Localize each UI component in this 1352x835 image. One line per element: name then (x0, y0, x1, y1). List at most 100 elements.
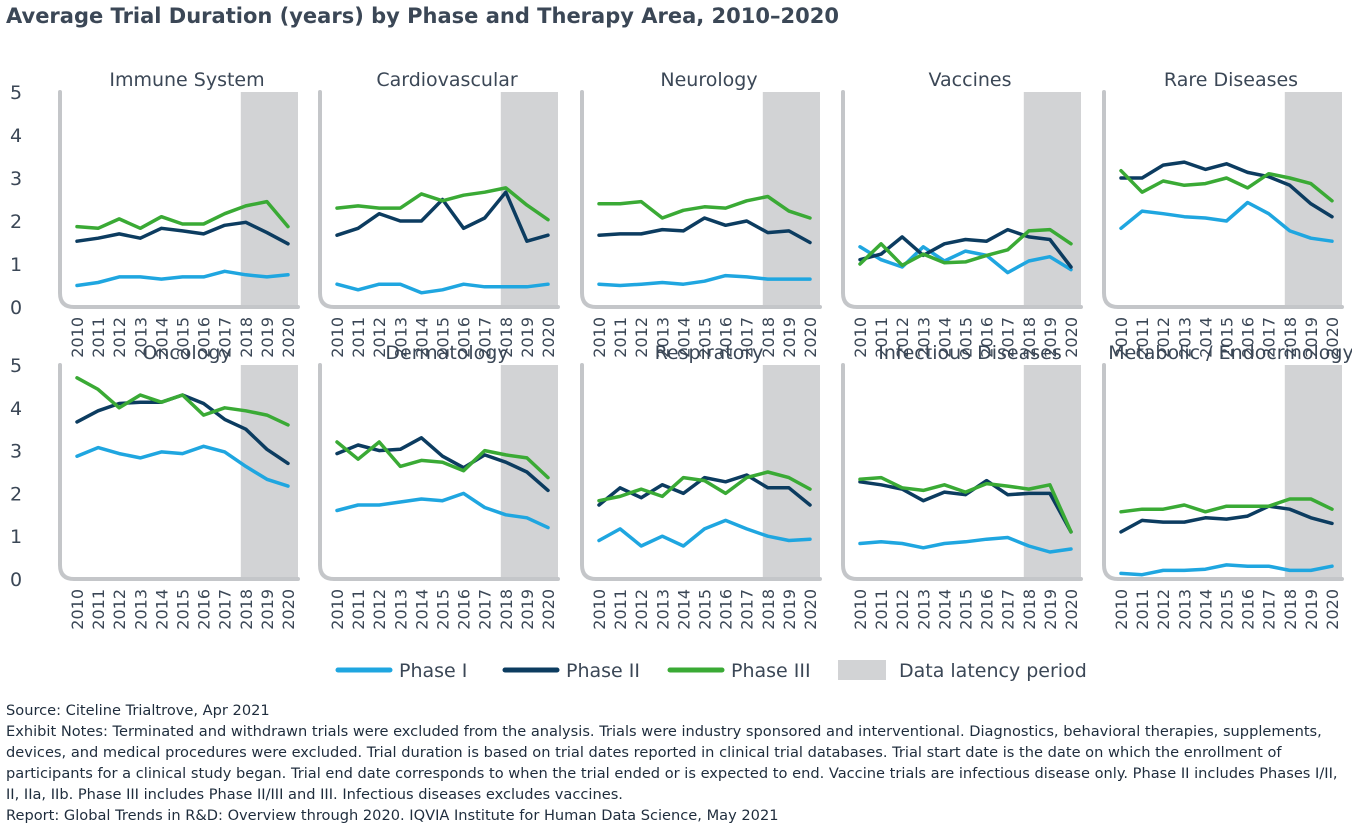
x-tick-label: 2020 (539, 589, 558, 630)
x-tick-label: 2013 (914, 317, 933, 358)
series-line-phase-iii (1119, 497, 1334, 514)
x-tick-label: 2011 (89, 317, 108, 358)
x-tick-label: 2017 (738, 589, 757, 630)
panel-axis (1102, 363, 1344, 581)
series-line-phase-i (858, 245, 1073, 275)
y-tick-label: 0 (10, 297, 22, 319)
x-tick-label: 2015 (1218, 317, 1237, 358)
panel-axis (580, 363, 822, 581)
x-tick-label: 2020 (539, 317, 558, 358)
x-tick-label: 2012 (632, 589, 651, 630)
x-tick-label: 2019 (780, 589, 799, 630)
legend-label: Phase II (566, 660, 640, 682)
panel-axis (580, 90, 822, 309)
series-line-phase-ii (858, 227, 1073, 269)
series-line-phase-i (597, 518, 812, 548)
y-tick-label: 5 (10, 82, 22, 104)
x-tick-label: 2015 (434, 589, 453, 630)
legend-label: Data latency period (899, 660, 1087, 682)
x-tick-label: 2019 (1302, 589, 1321, 630)
y-tick-label: 4 (10, 125, 22, 147)
x-tick-label: 2012 (893, 317, 912, 358)
series-line-phase-iii (335, 440, 550, 480)
x-tick-label: 2013 (131, 317, 150, 358)
series-line-phase-i (335, 491, 550, 530)
x-tick-label: 2018 (497, 317, 516, 358)
panel-title: Cardiovascular (376, 69, 518, 91)
x-tick-label: 2018 (1281, 589, 1300, 630)
x-tick-label: 2020 (1062, 589, 1081, 630)
latency-band (1023, 365, 1081, 579)
x-tick-label: 2015 (957, 317, 976, 358)
x-tick-label: 2017 (216, 589, 235, 630)
series-line-phase-iii (597, 194, 812, 220)
x-tick-label: 2014 (935, 589, 954, 630)
x-tick-label: 2017 (216, 317, 235, 358)
x-tick-label: 2016 (455, 589, 474, 630)
panel-title: Oncology (142, 342, 231, 364)
panel-axis (318, 90, 560, 309)
x-tick-label: 2018 (497, 589, 516, 630)
x-tick-label: 2016 (195, 317, 214, 358)
series-line-phase-i (1119, 200, 1334, 243)
panel-vaccines: Vaccines 2010 2011 2012 2013 2014 2015 2016 2017… (841, 69, 1083, 358)
x-tick-label: 2018 (759, 317, 778, 358)
series-line-phase-ii (858, 478, 1073, 534)
x-tick-label: 2014 (674, 317, 693, 358)
x-tick-label: 2010 (328, 317, 347, 358)
x-tick-label: 2019 (780, 317, 799, 358)
panel-axis (1102, 90, 1344, 309)
x-tick-label: 2012 (110, 589, 129, 630)
series-line-phase-i (75, 444, 290, 488)
x-tick-label: 2016 (195, 589, 214, 630)
x-tick-label: 2013 (131, 589, 150, 630)
series-line-phase-ii (597, 473, 812, 507)
x-tick-label: 2018 (759, 589, 778, 630)
x-tick-label: 2012 (893, 589, 912, 630)
x-tick-label: 2016 (978, 589, 997, 630)
x-tick-label: 2020 (279, 589, 298, 630)
x-tick-label: 2016 (978, 317, 997, 358)
x-tick-label: 2010 (1112, 589, 1131, 630)
x-tick-label: 2013 (914, 589, 933, 630)
latency-band (1023, 92, 1081, 307)
x-tick-label: 2018 (237, 317, 256, 358)
series-line-phase-i (1119, 563, 1334, 577)
x-tick-label: 2010 (590, 317, 609, 358)
series-line-phase-ii (597, 216, 812, 245)
report-note: Report: Global Trends in R&D: Overview t… (6, 807, 779, 824)
x-tick-label: 2016 (455, 317, 474, 358)
x-tick-label: 2012 (370, 589, 389, 630)
x-tick-label: 2011 (872, 317, 891, 358)
x-tick-label: 2019 (518, 317, 537, 358)
x-tick-label: 2014 (412, 589, 431, 630)
panel-oncology: Oncology 2010 2011 2012 2013 2014 2015 2016 2017… (58, 342, 300, 630)
y-tick-label: 2 (10, 211, 22, 233)
x-tick-label: 2010 (1112, 317, 1131, 358)
x-tick-label: 2020 (801, 317, 820, 358)
x-tick-label: 2010 (851, 589, 870, 630)
panel-axis (58, 90, 300, 309)
x-tick-label: 2020 (1323, 317, 1342, 358)
panel-title: Vaccines (929, 69, 1012, 91)
panel-title: Dermatology (385, 342, 508, 364)
series-line-phase-iii (75, 199, 290, 231)
x-tick-label: 2017 (999, 589, 1018, 630)
series-line-phase-iii (597, 470, 812, 503)
panel-title: Rare Diseases (1164, 69, 1298, 91)
x-tick-label: 2020 (1323, 589, 1342, 630)
x-tick-label: 2018 (237, 589, 256, 630)
y-tick-label: 4 (10, 398, 22, 420)
x-tick-label: 2017 (476, 317, 495, 358)
latency-band (240, 92, 298, 307)
series-line-phase-i (75, 269, 290, 288)
exhibit-notes: Exhibit Notes: Terminated and withdrawn … (6, 723, 1338, 803)
x-tick-label: 2018 (1020, 589, 1039, 630)
series-line-phase-iii (335, 186, 550, 222)
